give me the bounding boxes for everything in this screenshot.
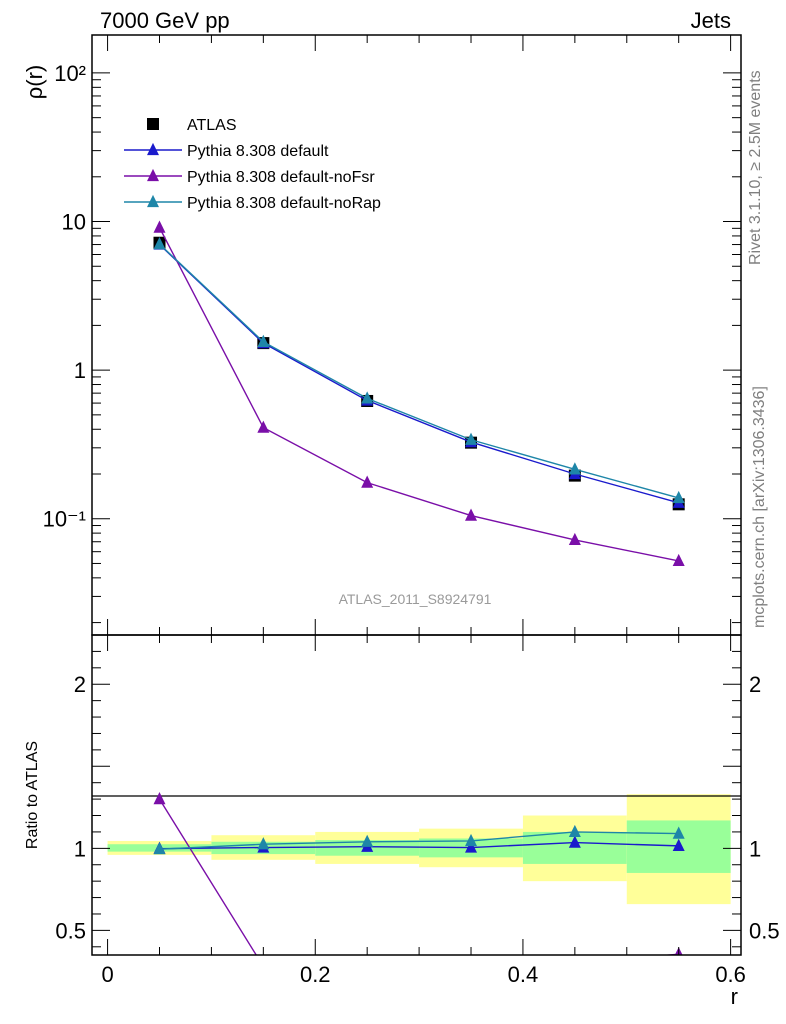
ratio-line-pythia-8-308-default-nofsr (158, 798, 679, 955)
series-line-pythia-8-308-default (159, 244, 679, 504)
ratio-y-tick-label-right: 0.5 (749, 918, 780, 943)
main-series (153, 220, 685, 567)
data-point-pythia-8-308-default-nofsr (153, 220, 166, 233)
ratio-point-pythia-8-308-default-norap (257, 837, 270, 850)
legend-label: Pythia 8.308 default-noRap (187, 195, 381, 212)
legend-label: ATLAS (187, 117, 237, 134)
series-line-pythia-8-308-default-norap (159, 243, 679, 499)
ratio-point-pythia-8-308-default-nofsr (465, 959, 477, 971)
y-tick-label: 10 (62, 210, 86, 235)
ratio-tick-labels: 0.5 0.5 1 1 2 2 0 0.2 0.4 0.6 (55, 672, 779, 987)
ratio-panel: 0.5 0.5 1 1 2 2 0 0.2 0.4 0.6 Ratio to ATLAS r (24, 634, 780, 1009)
side-text-rivet: Rivet 3.1.10, ≥ 2.5M events (747, 70, 764, 265)
legend-marker (147, 168, 159, 182)
data-point-pythia-8-308-default-nofsr (257, 420, 270, 433)
y-tick-label: 10⁻¹ (43, 507, 86, 532)
ratio-series (153, 792, 685, 971)
x-tick-label: 0 (101, 962, 113, 987)
legend-marker (147, 194, 159, 208)
data-point-pythia-8-308-default-norap (257, 334, 270, 347)
legend-label: Pythia 8.308 default (187, 143, 329, 160)
header-left: 7000 GeV pp (100, 8, 230, 33)
data-point-pythia-8-308-default-nofsr (672, 553, 685, 567)
main-y-tick-labels: 10⁻¹ 1 10 10² (43, 61, 86, 532)
header-right: Jets (691, 8, 731, 33)
data-point-pythia-8-308-default-norap (672, 490, 685, 504)
ratio-bands (107, 794, 731, 905)
data-point-pythia-8-308-default-nofsr (465, 508, 478, 521)
ratio-y-tick-label: 2 (74, 672, 86, 697)
data-point-pythia-8-308-default-norap (465, 432, 478, 445)
x-tick-label: 0.4 (508, 962, 539, 987)
ratio-y-tick-label: 1 (74, 836, 86, 861)
data-point-pythia-8-308-default-norap (568, 462, 581, 475)
ratio-point-pythia-8-308-default-norap (568, 824, 581, 838)
side-text-mcplots: mcplots.cern.ch [arXiv:1306.3436] (751, 386, 768, 628)
main-panel: 10⁻¹ 1 10 10² ρ(r) ATLAS_2011_S8924791 ATLA… (22, 34, 742, 636)
ratio-point-pythia-8-308-default (568, 835, 581, 848)
ratio-ticks (92, 634, 741, 955)
legend-label: Pythia 8.308 default-noFsr (187, 169, 375, 186)
ratio-point-pythia-8-308-default-nofsr (153, 792, 166, 805)
data-point-pythia-8-308-default-norap (361, 391, 374, 404)
data-point-pythia-8-308-default-norap (153, 237, 166, 250)
x-tick-label: 0.6 (715, 962, 746, 987)
main-ticks (92, 35, 741, 635)
legend-marker (147, 118, 159, 130)
ratio-point-pythia-8-308-default-norap (361, 834, 374, 847)
data-point-pythia-8-308-default-nofsr (361, 475, 374, 488)
ratio-point-pythia-8-308-default (672, 838, 685, 852)
legend: ATLAS Pythia 8.308 default Pythia 8.308 de… (124, 117, 381, 212)
main-y-axis-label: ρ(r) (22, 65, 47, 100)
y-tick-label: 10² (54, 61, 86, 86)
ratio-point-pythia-8-308-default-nofsr (361, 959, 373, 971)
x-axis-label: r (731, 984, 738, 1009)
ratio-point-pythia-8-308-default-nofsr (569, 956, 581, 968)
data-point-pythia-8-308-default-nofsr (568, 532, 581, 546)
ratio-line-pythia-8-308-default-norap (159, 831, 679, 850)
ratio-y-tick-label-right: 2 (749, 672, 761, 697)
ratio-point-pythia-8-308-default-nofsr (257, 959, 269, 971)
ratio-point-pythia-8-308-default-norap (465, 833, 478, 847)
ratio-point-pythia-8-308-default-norap (672, 826, 685, 839)
ratio-point-pythia-8-308-default (465, 840, 478, 853)
watermark: ATLAS_2011_S8924791 (339, 591, 492, 607)
y-tick-label: 1 (74, 358, 86, 383)
ratio-y-tick-label: 0.5 (55, 918, 86, 943)
legend-marker (147, 142, 159, 156)
x-tick-label: 0.2 (300, 962, 331, 987)
ratio-frame (91, 634, 742, 956)
ratio-point-pythia-8-308-default-norap (153, 842, 166, 855)
ratio-line-pythia-8-308-default (159, 841, 679, 850)
ratio-y-axis-label: Ratio to ATLAS (24, 741, 41, 849)
ratio-y-tick-label-right: 1 (749, 836, 761, 861)
series-line-pythia-8-308-default-nofsr (158, 227, 679, 562)
